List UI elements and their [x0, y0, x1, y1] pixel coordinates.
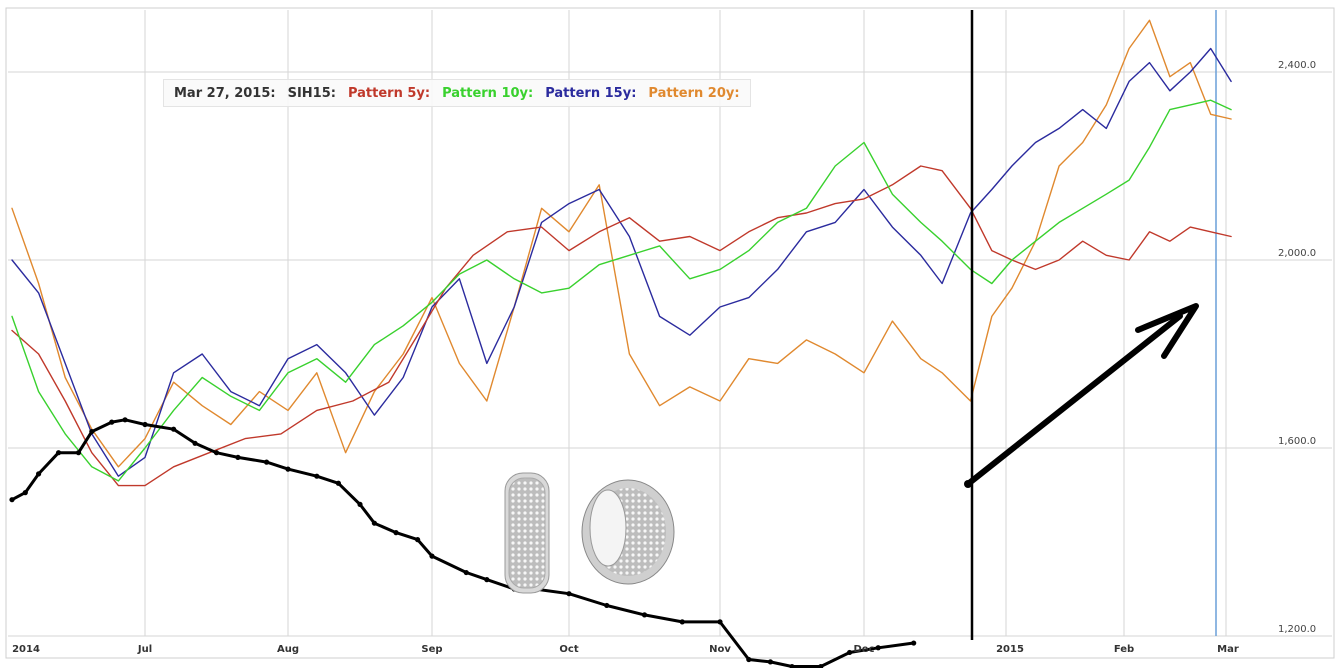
series-point-sih15 — [235, 454, 241, 460]
y-tick-label: 1,200.0 — [1278, 624, 1316, 635]
series-point-sih15 — [484, 577, 490, 583]
legend-item-pattern-10y: Pattern 10y: — [442, 85, 534, 101]
horizontal-gridlines — [8, 71, 1332, 637]
series-point-sih15 — [263, 459, 270, 465]
series-point-sih15 — [9, 497, 15, 503]
series-point-sih15 — [911, 640, 917, 646]
series-point-sih15 — [789, 663, 795, 668]
x-axis-labels: 2014 Jul Aug Sep Oct Nov Dec 2015 Feb Mar — [12, 644, 1239, 655]
legend-item-pattern-15y: Pattern 15y: — [545, 85, 637, 101]
series-point-sih15 — [641, 612, 648, 618]
series-point-sih15 — [875, 645, 881, 651]
series-point-sih15 — [393, 530, 399, 536]
series-line-pattern-10y — [11, 99, 1232, 482]
series-point-sih15 — [767, 659, 774, 665]
x-tick-label: Sep — [421, 644, 442, 655]
series-point-sih15 — [285, 466, 291, 472]
series-point-sih15 — [847, 649, 853, 656]
x-tick-label: Nov — [709, 644, 731, 655]
series-point-sih15 — [335, 480, 341, 486]
series-point-sih15 — [36, 471, 42, 477]
legend-symbol: SIH15: — [287, 85, 336, 101]
forecast-arrow — [964, 303, 1199, 488]
x-tick-label: Mar — [1217, 644, 1239, 655]
x-tick-label: Aug — [277, 644, 299, 655]
x-tick-label: 2014 — [12, 644, 40, 655]
series-point-sih15 — [22, 490, 28, 496]
series-point-sih15 — [604, 602, 610, 609]
y-tick-label: 2,400.0 — [1278, 60, 1316, 71]
series-point-sih15 — [55, 450, 62, 456]
series-layer — [9, 19, 1232, 668]
series-point-sih15 — [171, 426, 177, 432]
series-point-sih15 — [89, 428, 95, 435]
legend-item-pattern-5y: Pattern 5y: — [347, 85, 431, 101]
series-point-sih15 — [213, 450, 220, 456]
series-point-sih15 — [75, 450, 82, 456]
series-line-pattern-5y — [11, 165, 1232, 487]
earrings-image — [504, 472, 675, 594]
legend-date: Mar 27, 2015: — [174, 85, 276, 101]
series-line-pattern-20y — [11, 19, 1232, 468]
series-point-sih15 — [429, 553, 435, 559]
series-point-sih15 — [717, 619, 723, 625]
series-point-sih15 — [314, 473, 320, 479]
y-tick-label: 1,600.0 — [1278, 436, 1316, 447]
series-point-sih15 — [566, 591, 572, 597]
series-point-sih15 — [142, 421, 148, 428]
x-tick-label: Oct — [559, 644, 578, 655]
series-point-sih15 — [122, 417, 128, 423]
x-tick-label: 2015 — [996, 644, 1024, 655]
series-point-sih15 — [415, 537, 421, 543]
series-point-sih15 — [746, 656, 752, 663]
x-tick-label: Feb — [1114, 644, 1134, 655]
series-point-sih15 — [818, 663, 824, 668]
legend-item-pattern-20y: Pattern 20y: — [648, 85, 740, 101]
x-tick-label: Dec — [853, 644, 874, 655]
y-tick-label: 2,000.0 — [1278, 248, 1316, 259]
series-point-sih15 — [357, 501, 363, 507]
series-point-sih15 — [371, 520, 377, 526]
series-point-sih15 — [192, 440, 198, 446]
x-tick-label: Jul — [137, 644, 152, 655]
y-axis-labels: 1,200.0 1,600.0 2,000.0 2,400.0 — [1278, 60, 1316, 635]
series-line-pattern-15y — [11, 47, 1232, 477]
series-point-sih15 — [463, 569, 469, 576]
vertical-gridlines — [144, 10, 1227, 636]
series-point-sih15 — [109, 419, 115, 425]
chart-legend: Mar 27, 2015: SIH15: Pattern 5y: Pattern… — [163, 79, 751, 107]
series-point-sih15 — [679, 619, 685, 625]
